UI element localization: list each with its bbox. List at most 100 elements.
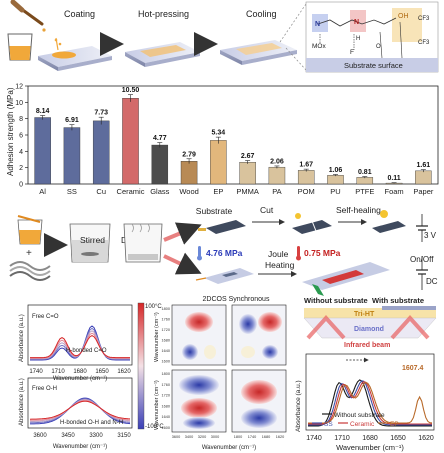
step-cooling: Cooling xyxy=(246,9,277,19)
atr-curves xyxy=(308,379,433,427)
hbond-co-label: H-bonded C=O xyxy=(66,348,107,354)
value-label: 2.67 xyxy=(241,153,255,160)
dc-label: DC xyxy=(426,277,438,286)
ir-beam-left xyxy=(306,315,346,340)
chem-n-2: N xyxy=(354,19,359,26)
cos2d-xtick: 1680 xyxy=(262,435,270,439)
atr-curve xyxy=(308,380,432,426)
plus-sign: + xyxy=(26,248,32,259)
value-label: 5.34 xyxy=(212,130,226,137)
cos2d-quad-tr xyxy=(231,304,287,366)
atr-legend: Without substrate SS Ceramic EP xyxy=(312,412,399,428)
cos2d-ylabel-top: Wavenumber (cm⁻¹) xyxy=(154,312,160,362)
cos2d-xtick: 3400 xyxy=(185,435,193,439)
atr-xtick: 1710 xyxy=(334,435,350,442)
upper-sample-3 xyxy=(372,210,406,233)
bar-glass xyxy=(151,144,169,185)
mpa-low-label: 4.76 MPa xyxy=(206,248,243,258)
ftir-top-tick: 1680 xyxy=(73,369,87,375)
ftir-top-curve xyxy=(30,335,130,359)
trihit-label: Tri-HT xyxy=(354,311,375,318)
bar-ceramic xyxy=(122,98,139,185)
chem-o: O xyxy=(376,44,381,50)
bar-pu xyxy=(327,175,344,185)
substrate-slab-hotpress xyxy=(125,42,200,67)
bar-cu xyxy=(92,120,110,185)
dried-beaker-icon xyxy=(123,223,163,263)
arrow-branch-up xyxy=(163,222,202,245)
cos2d-ytick-bottom: 1680 xyxy=(162,404,170,408)
value-label: 4.77 xyxy=(153,135,167,142)
fabrication-row: + Stirred Dried Cut xyxy=(9,205,438,296)
without-substrate-title: Without substrate xyxy=(304,296,368,305)
atr-ylabel: Absorbance (a.u.) xyxy=(295,380,302,432)
atr-panel: Without substrate With substrate Tri-HT … xyxy=(295,296,437,452)
ftir-ylabel-top: Absorbance (a.u.) xyxy=(19,314,25,362)
lower-sample-2 xyxy=(302,262,390,296)
ftir-top-frame xyxy=(27,304,133,366)
value-label: 6.91 xyxy=(65,117,79,124)
value-label: 8.14 xyxy=(36,108,50,115)
ftir-bottom-curve xyxy=(29,399,131,421)
upper-sample-1 xyxy=(198,220,246,234)
value-label: 7.73 xyxy=(94,110,108,117)
cos2d-ytick-bottom: 1800 xyxy=(162,372,170,376)
pipette-icon xyxy=(10,0,46,32)
ftir-bottom-tick: 3150 xyxy=(117,433,131,439)
atr-xtick: 1680 xyxy=(362,435,378,442)
x-tick-label: POM xyxy=(298,187,315,196)
onoff-label: On/Off xyxy=(410,255,434,264)
ftir-bottom-curve xyxy=(30,397,131,425)
ftir-bottom-tick: 3300 xyxy=(89,433,103,439)
value-label: 10.50 xyxy=(122,87,140,94)
ftir-bottom-curve xyxy=(29,398,131,424)
stirred-label: Stirred xyxy=(80,235,105,245)
dc-switch-icon xyxy=(416,256,428,290)
atr-xlabel: Wavenumber (cm⁻¹) xyxy=(336,443,404,452)
fiber-icon xyxy=(9,261,51,281)
chem-oh: OH xyxy=(398,13,409,20)
ftir-bottom-tick: 3450 xyxy=(61,433,75,439)
ftir-bottom-frame xyxy=(27,377,133,429)
atr-xtick: 1740 xyxy=(306,435,322,442)
ftir-top-curve xyxy=(30,325,130,361)
legend-without: Without substrate xyxy=(334,412,385,419)
free-oh-label: Free O-H xyxy=(32,386,57,392)
cos2d-xlabel: Wavenumber (cm⁻¹) xyxy=(202,445,256,451)
value-label: 2.06 xyxy=(270,158,284,165)
bar-paper xyxy=(415,170,432,185)
stirred-beaker-icon xyxy=(69,223,111,263)
value-label: 2.79 xyxy=(182,151,196,158)
lower-sample-1 xyxy=(195,268,254,284)
cos2d-ticks: 1800 1760 1720 1680 1640 1600 1800 1760 1720 1680… xyxy=(162,307,285,439)
voltage-label: 3 V xyxy=(424,231,437,240)
interface-diagram: Substrate surface N N OH CF3 CF3 H O MOx… xyxy=(305,1,439,73)
y-tick-label: 0 xyxy=(19,182,23,189)
peak-label: 1607.4 xyxy=(402,365,424,372)
atr-xtick: 1620 xyxy=(418,435,434,442)
x-tick-label: Glass xyxy=(150,187,169,196)
substrate-slab-cooling xyxy=(220,40,297,65)
x-tick-label: PTFE xyxy=(355,187,374,196)
cos2d-ytick-bottom: 1720 xyxy=(162,394,170,398)
y-axis-label: Adhesion strength (MPa) xyxy=(6,87,15,176)
x-tick-label: Paper xyxy=(413,187,434,196)
ftir-top-tick: 1710 xyxy=(51,369,65,375)
cos2d-xtick: 1800 xyxy=(234,435,242,439)
y-axis: 0 2 4 6 8 10 12 xyxy=(15,84,28,189)
cos2d-xtick: 3600 xyxy=(172,435,180,439)
x-tick-label: EP xyxy=(213,187,223,196)
y-tick-label: 4 xyxy=(19,149,23,156)
cos2d-ytick-top: 1800 xyxy=(162,307,170,311)
cos2d-ytick-bottom: 1760 xyxy=(162,383,170,387)
y-tick-label: 10 xyxy=(15,100,23,107)
joule-label: Joule xyxy=(268,249,289,259)
legend-ss: SS xyxy=(324,421,333,428)
step-hotpressing: Hot-pressing xyxy=(138,9,189,19)
x-tick-label: Cu xyxy=(96,187,106,196)
free-co-label: Free C=O xyxy=(32,314,59,320)
legend-ceramic: Ceramic xyxy=(350,421,375,428)
infrared-beam-label: Infrared beam xyxy=(344,342,390,349)
chem-cf3-1: CF3 xyxy=(418,16,430,22)
y-tick-label: 12 xyxy=(15,84,23,91)
